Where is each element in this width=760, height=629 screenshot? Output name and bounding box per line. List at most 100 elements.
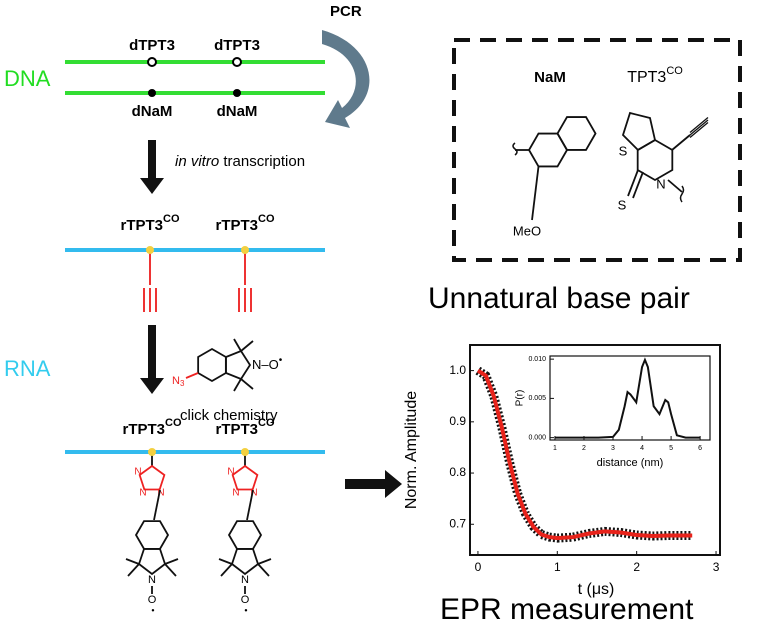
x-tick-label: 6	[698, 445, 702, 452]
triple-bond	[689, 119, 709, 136]
triazole-ring	[231, 464, 259, 491]
naphthalene-ring	[556, 116, 597, 151]
label-base: TPT3	[627, 69, 666, 86]
epr-title: EPR measurement	[440, 593, 694, 626]
atom: N	[139, 488, 146, 499]
bond	[240, 378, 254, 390]
atom: MeO	[513, 223, 541, 238]
distance-distribution	[554, 357, 701, 439]
triple-bond	[689, 122, 709, 138]
x-tick-label: 3	[611, 445, 615, 452]
atom-sub: 3	[180, 379, 185, 388]
base-dot	[146, 246, 154, 254]
spin-labels: NN NNO•NN NNO•	[125, 448, 272, 615]
dna-bottom-label: dNaM	[132, 103, 173, 120]
bond	[627, 169, 639, 197]
bond	[220, 563, 233, 577]
nam-label: NaM	[534, 69, 566, 86]
label-base: rTPT3	[215, 217, 258, 234]
atom: N	[232, 488, 239, 499]
base-dot	[233, 89, 241, 97]
y-tick-label: 0.000	[528, 434, 546, 441]
bond	[127, 563, 140, 577]
azide-n3: N3	[172, 375, 185, 388]
atom: S	[618, 197, 627, 212]
atom: O	[241, 594, 250, 606]
y-tick-label: 0.005	[528, 395, 546, 402]
y-tick-label: 0.9	[449, 414, 466, 428]
bond	[125, 558, 140, 565]
bond	[671, 134, 691, 151]
bond	[257, 563, 270, 577]
base-pair-box	[452, 38, 742, 262]
y-tick-label: 0.7	[449, 516, 466, 530]
atom: N	[656, 176, 665, 191]
base-pair-title: Unnatural base pair	[428, 282, 690, 315]
atom: N	[241, 574, 249, 586]
bond	[531, 166, 540, 221]
y-tick-label: 0.010	[528, 356, 546, 363]
click-label: click chemistry	[180, 407, 278, 424]
x-tick-label: 4	[640, 445, 644, 452]
atom: N–O	[252, 357, 279, 372]
base-dot	[148, 448, 156, 456]
dna-bottom-label: dNaM	[217, 103, 258, 120]
base-dot	[241, 448, 249, 456]
x-tick-label: 2	[582, 445, 586, 452]
atom: S	[619, 143, 628, 158]
radical: •	[244, 605, 247, 615]
benzene-ring	[134, 520, 170, 550]
attachment	[512, 142, 518, 156]
x-tick-label: 1	[553, 445, 557, 452]
rna-label: rTPT3CO	[122, 417, 181, 438]
pcr-arrow	[322, 30, 370, 128]
rna-label: RNA	[4, 356, 51, 381]
rna-label: rTPT3CO	[120, 213, 179, 234]
down-arrow	[140, 325, 164, 394]
atom: O	[148, 594, 157, 606]
benzene-ring	[227, 520, 263, 550]
label-sup: CO	[163, 213, 180, 225]
atom: N	[134, 467, 141, 478]
label-sup: CO	[258, 417, 275, 429]
radical: •	[151, 605, 154, 615]
x-tick-label: 0	[475, 560, 482, 574]
label-sup: CO	[165, 417, 182, 429]
transcription-text: transcription	[219, 153, 305, 170]
atom: N	[250, 488, 257, 499]
atom: N	[227, 467, 234, 478]
bond	[246, 489, 254, 521]
x-tick-label: 5	[669, 445, 673, 452]
base-dot	[147, 57, 157, 67]
triazole-ring	[138, 464, 166, 491]
label-base: rTPT3	[215, 421, 258, 438]
pyrrolidine-ring	[230, 548, 260, 576]
pyrrolidine-ring	[137, 548, 167, 576]
radical: •	[279, 355, 283, 366]
label-sup: CO	[666, 65, 683, 77]
bond	[164, 558, 179, 565]
bond	[164, 563, 177, 577]
bond	[218, 558, 233, 565]
label-base: rTPT3	[120, 217, 163, 234]
label-sup: CO	[258, 213, 275, 225]
right-arrow	[345, 470, 402, 498]
base-dot	[232, 57, 242, 67]
bond	[667, 179, 683, 193]
bond	[153, 489, 161, 521]
y-axis-label: Norm. Amplitude	[403, 391, 420, 509]
bond	[233, 338, 242, 352]
x-tick-label: 1	[554, 560, 561, 574]
rna-label: rTPT3CO	[215, 417, 274, 438]
y-tick-label: 0.8	[449, 465, 466, 479]
nitroxide-label: N–O•	[252, 355, 283, 373]
transcription-label: in vitro transcription	[175, 153, 305, 170]
alkyne-stems	[143, 246, 252, 312]
epr-plot: 0 1 2 3 0.7 0.8 0.9 1.0 1 2 3 4 5 6 0.000 0.005 0.010 P(r…	[449, 344, 721, 574]
x-axis-label: t (μs)	[578, 581, 615, 598]
pcr-label: PCR	[330, 3, 362, 20]
base-dot	[148, 89, 156, 97]
pyrrolidine-ring	[225, 349, 252, 381]
bond	[185, 372, 199, 379]
